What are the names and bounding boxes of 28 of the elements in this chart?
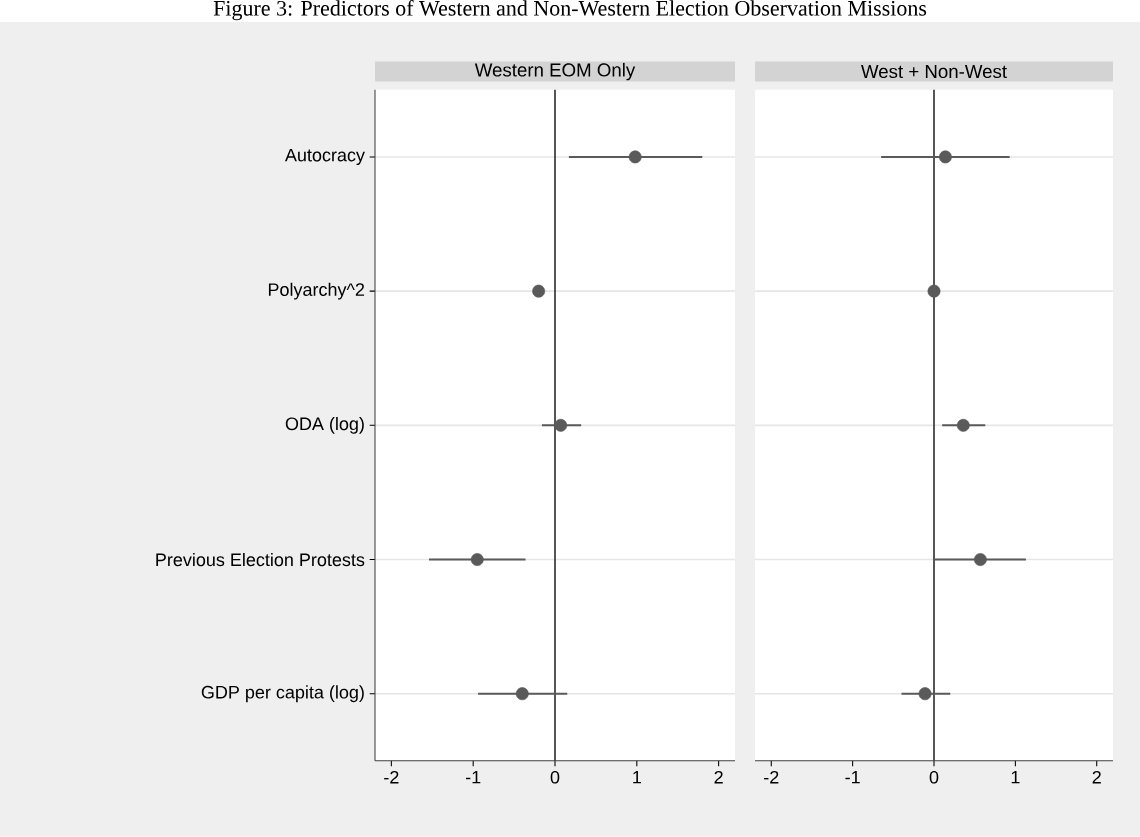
x-tick-label: -1 xyxy=(845,770,860,784)
x-tick-label: 0 xyxy=(929,770,939,784)
x-tick-label: 2 xyxy=(714,770,723,784)
y-tick-label: Autocracy xyxy=(284,148,365,166)
chart-subtitle: West + Non-West xyxy=(861,65,1007,79)
y-tick-label: GDP per capita (log) xyxy=(201,685,364,703)
point xyxy=(532,284,546,298)
chart-title: Figure 3: Predictors of Western and Non-Western Election Observation Missions xyxy=(213,0,927,21)
point xyxy=(973,553,987,567)
point xyxy=(918,687,932,701)
y-tick-label: Polyarchy^2 xyxy=(268,282,365,300)
point xyxy=(554,419,568,432)
point xyxy=(515,687,529,701)
point xyxy=(628,150,642,164)
x-tick-label: -2 xyxy=(384,770,399,784)
x-tick-label: 0 xyxy=(550,770,560,784)
x-tick-label: 1 xyxy=(1011,770,1020,784)
x-tick-label: 2 xyxy=(1092,770,1101,784)
point xyxy=(938,150,952,164)
y-tick-label: Previous Election Protests xyxy=(156,553,365,567)
point xyxy=(470,553,484,567)
x-tick-label: -1 xyxy=(465,770,481,784)
chart-subtitle: Western EOM Only xyxy=(474,62,636,81)
y-tick-label: ODA (log) xyxy=(285,417,364,434)
point xyxy=(927,284,941,298)
x-tick-label: 1 xyxy=(633,770,641,784)
point xyxy=(956,419,970,432)
x-tick-label: -2 xyxy=(764,770,779,784)
